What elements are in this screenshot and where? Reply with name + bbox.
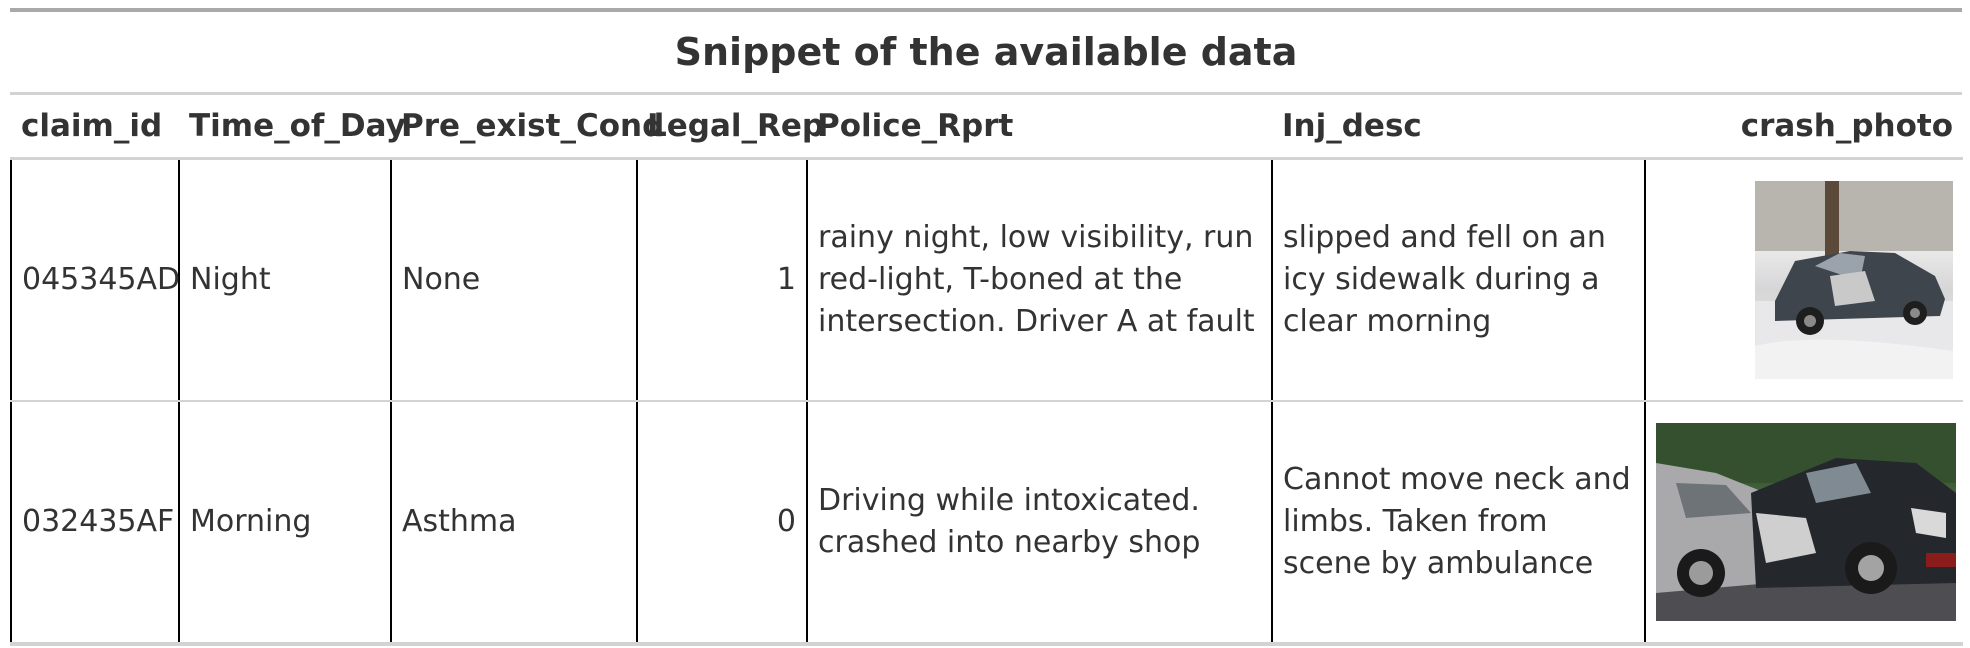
column-header-inj-desc[interactable]: Inj_desc [1272,95,1645,160]
cell-claim-id: 032435AF [10,401,179,646]
cell-inj-desc: Cannot move neck and limbs. Taken from s… [1271,401,1645,646]
title-divider [10,92,1962,95]
cell-police-rprt: Driving while intoxicated. crashed into … [806,401,1272,646]
cell-police-rprt: rainy night, low visibility, run red-lig… [806,158,1272,402]
cell-crash-photo [1644,158,1963,402]
column-header-claim-id[interactable]: claim_id [11,95,179,160]
data-table-container: Snippet of the available data claim_id T… [10,8,1963,646]
table-header-row: claim_id Time_of_Day Pre_exist_Cond Lega… [11,95,1963,160]
cell-claim-id: 045345AD [10,158,180,402]
column-header-crash-photo[interactable]: crash_photo [1645,95,1963,160]
table-top-rule [10,8,1962,12]
cell-time-of-day: Morning [178,401,391,646]
cell-pre-exist-cond: Asthma [390,401,637,646]
cell-legal-rep: 0 [636,401,807,646]
table-row: 045345AD Night None 1 rainy night, low v… [10,158,1963,402]
cell-crash-photo [1644,401,1963,646]
table-row: 032435AF Morning Asthma 0 Driving while … [10,401,1963,646]
cell-time-of-day: Night [178,158,391,402]
column-header-legal-rep[interactable]: Legal_Rep [637,95,824,160]
crashed-car-snow-photo [1755,181,1953,379]
crashed-car-road-photo [1656,423,1956,621]
cell-inj-desc: slipped and fell on an icy sidewalk duri… [1271,158,1645,402]
claims-table: claim_id Time_of_Day Pre_exist_Cond Lega… [10,95,1963,646]
table-title: Snippet of the available data [674,30,1298,74]
column-header-time-of-day[interactable]: Time_of_Day [179,95,406,160]
cell-pre-exist-cond: None [390,158,637,402]
cell-legal-rep: 1 [636,158,807,402]
column-header-pre-exist-cond[interactable]: Pre_exist_Cond [391,95,664,160]
column-header-police-rprt[interactable]: Police_Rprt [807,95,1272,160]
